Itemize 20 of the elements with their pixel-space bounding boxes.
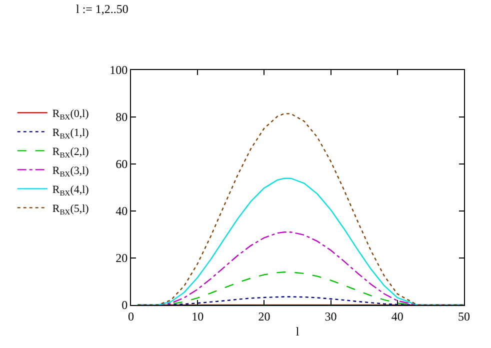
x-tick-label: 50: [458, 309, 470, 324]
legend-label: R$_{ВХ}$(4,l): [52, 184, 90, 198]
y-tick-label: 80: [116, 110, 128, 124]
y-tick-label: 0: [122, 298, 128, 312]
text: l := 1,2..50: [76, 2, 128, 16]
x-tick-label: 40: [391, 309, 404, 324]
y-tick-label: 40: [116, 204, 128, 218]
y-tick-label: 60: [116, 157, 128, 172]
legend-label: R$_{ВХ}$(1,l): [52, 126, 90, 140]
x-tick-label: 30: [324, 309, 337, 324]
x-tick-label: 20: [258, 309, 270, 324]
x-axis-title: l: [296, 324, 300, 338]
y-tick-label: 100: [110, 63, 128, 78]
legend-label: R$_{ВХ}$(5,l): [52, 202, 90, 216]
y-tick-label: 20: [116, 251, 128, 266]
legend-label: R$_{ВХ}$(2,l): [52, 146, 90, 160]
line-series: [137, 113, 464, 305]
x-tick-label: 10: [192, 309, 204, 324]
legend-label: R$_{ВХ}$(0,l): [52, 108, 90, 122]
legend-label: R$_{ВХ}$(3,l): [52, 164, 90, 178]
